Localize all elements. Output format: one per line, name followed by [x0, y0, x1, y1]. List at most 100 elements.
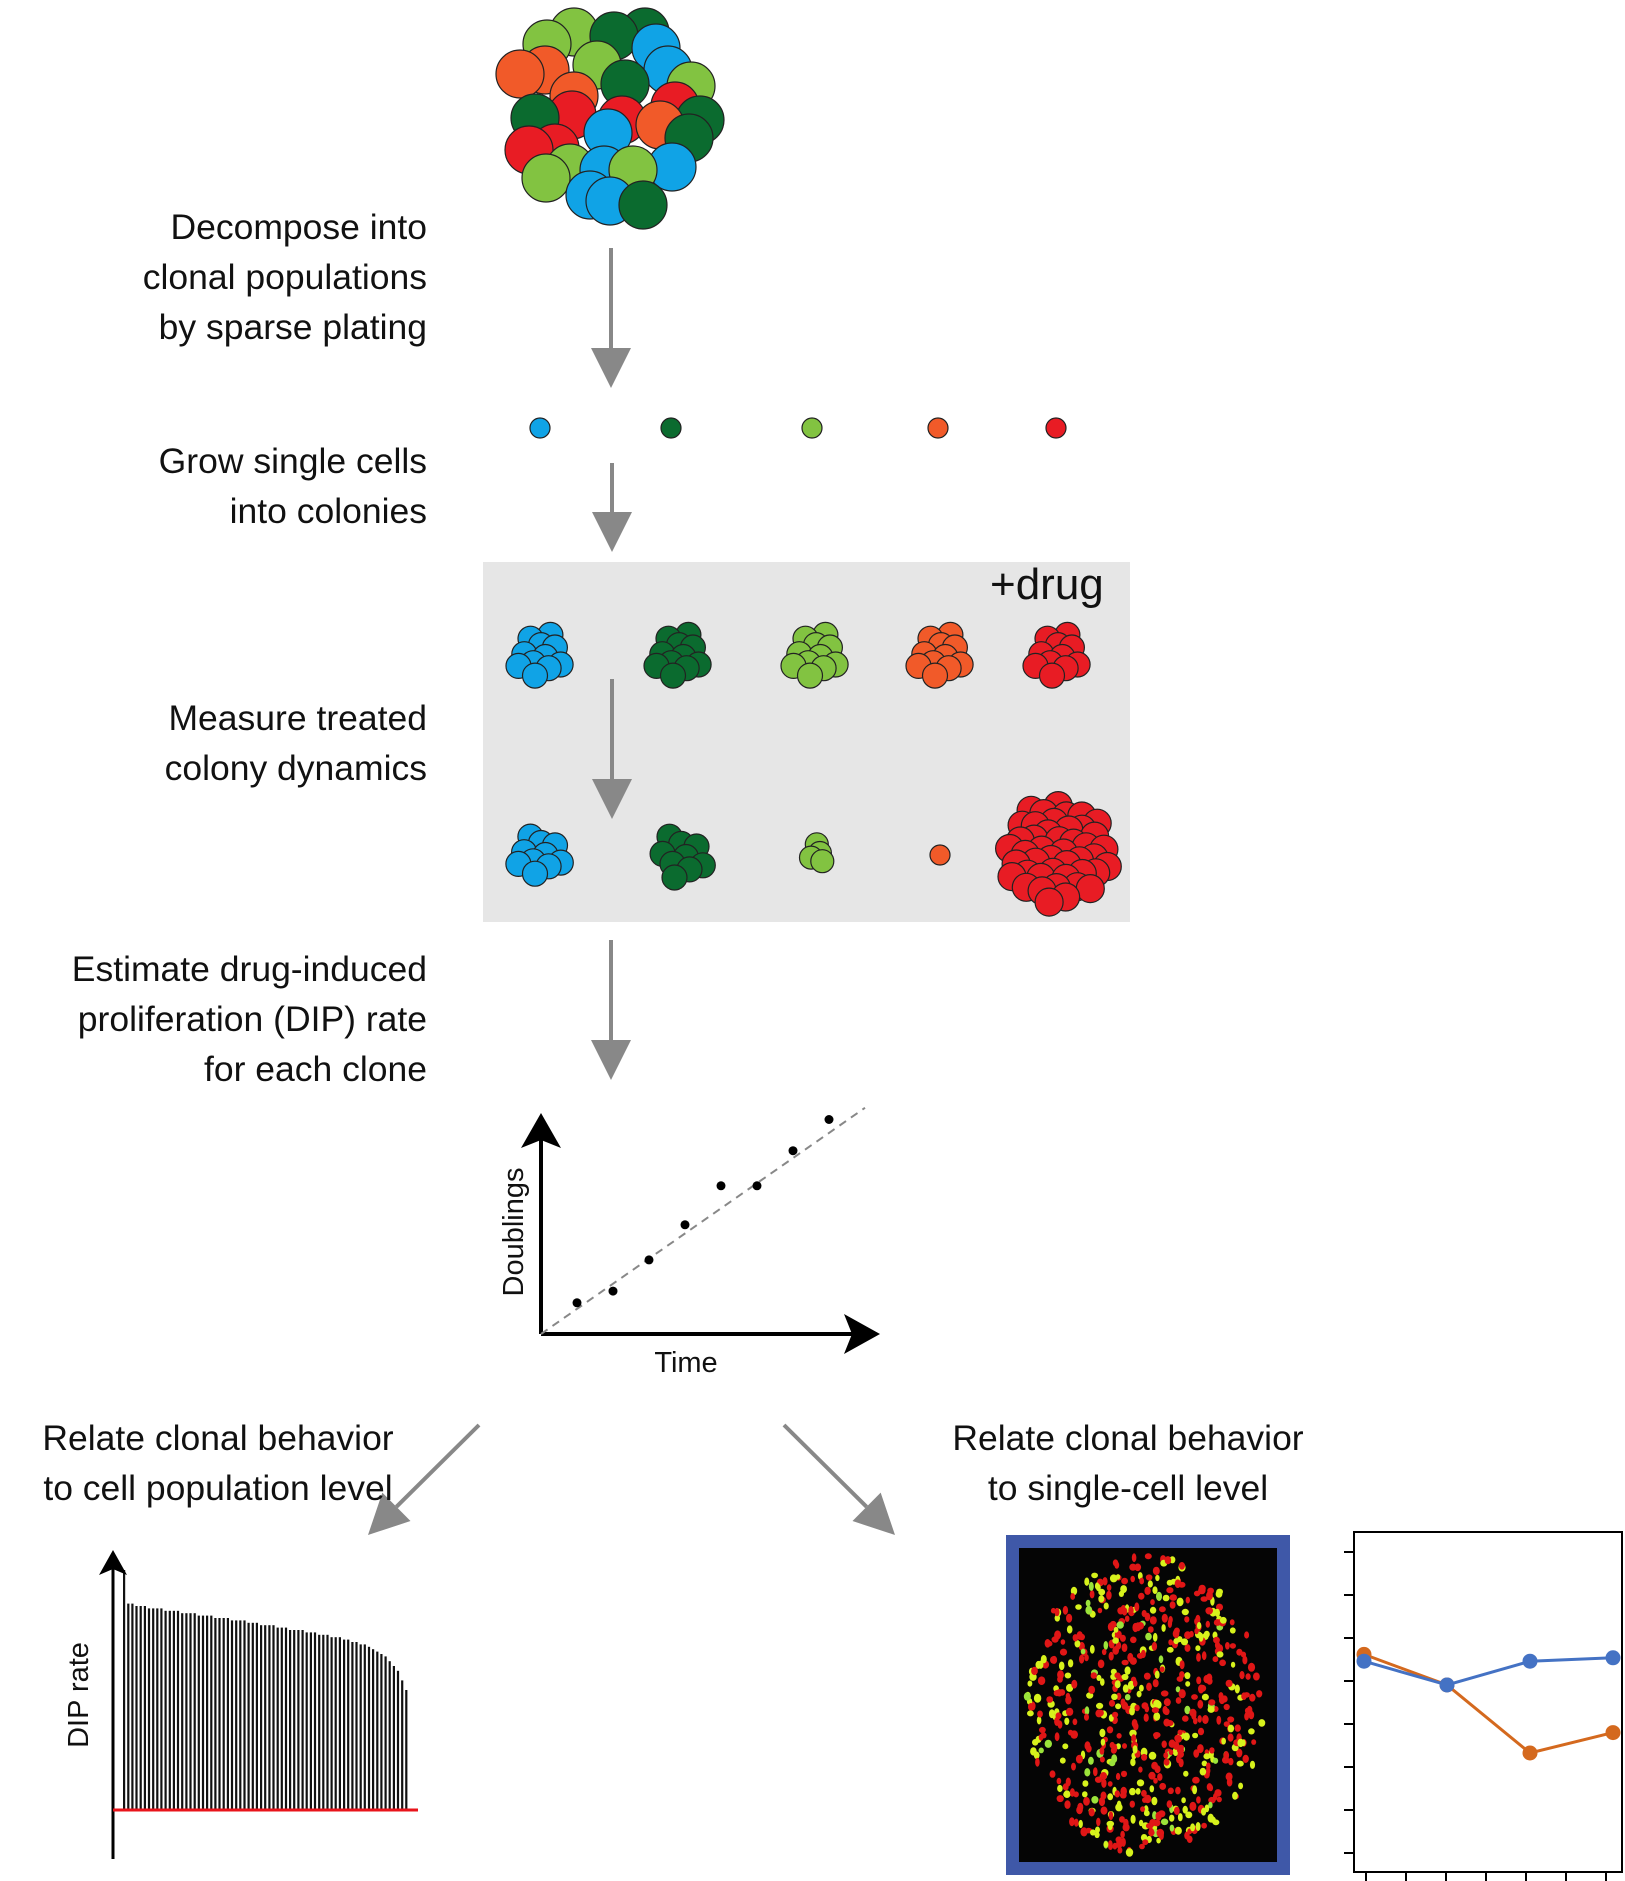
relate-single-cell-label: Relate clonal behavior to single-cell le…	[918, 1413, 1338, 1513]
dip-bar	[214, 1618, 217, 1810]
dip-bar	[152, 1608, 155, 1810]
fluorescent-cell	[1160, 1690, 1169, 1697]
fluorescent-cell	[1057, 1784, 1063, 1793]
fluorescent-cell	[1229, 1619, 1235, 1626]
fluorescent-cell	[1134, 1563, 1142, 1572]
fluorescent-cell	[1225, 1679, 1233, 1688]
fluorescent-cell	[1071, 1762, 1076, 1771]
dip-bar	[392, 1666, 395, 1810]
relate-single-cell-line-1: Relate clonal behavior	[952, 1418, 1304, 1458]
fluorescent-cell	[1161, 1613, 1168, 1623]
fluorescent-cell	[1214, 1789, 1222, 1797]
doublings-y-label: Doublings	[498, 1168, 530, 1297]
fluorescent-cell	[1103, 1602, 1109, 1610]
fluorescent-cell	[1093, 1767, 1098, 1777]
fluorescent-cell	[1030, 1747, 1037, 1756]
fluorescent-cell	[1145, 1574, 1153, 1581]
fluorescent-cell	[1191, 1694, 1198, 1700]
fluorescent-cell	[1245, 1673, 1251, 1680]
fluorescent-cell	[1133, 1722, 1139, 1731]
population-cell	[521, 153, 571, 203]
fluorescent-cell	[1074, 1640, 1081, 1648]
fluorescent-cell	[1115, 1772, 1121, 1781]
fluorescent-cell	[1198, 1684, 1207, 1692]
fluorescent-cell	[1116, 1733, 1122, 1739]
dip-bar	[251, 1622, 254, 1810]
fluorescent-cell	[1128, 1606, 1134, 1615]
fluorescent-cell	[1208, 1801, 1213, 1809]
fluorescent-cell	[1124, 1615, 1130, 1622]
fluorescent-cell	[1080, 1648, 1086, 1655]
fluorescent-cell	[1163, 1708, 1170, 1716]
fluorescent-cell	[1242, 1754, 1249, 1763]
fluorescent-cell	[1158, 1810, 1166, 1818]
dip-bar	[168, 1610, 171, 1810]
flow-arrow-head	[591, 1040, 631, 1080]
fluorescent-cell	[1153, 1712, 1161, 1721]
fluorescent-cell	[1065, 1707, 1074, 1716]
doubling-point	[644, 1255, 654, 1265]
fluorescent-cell	[1154, 1670, 1160, 1679]
fluorescent-cell	[1189, 1630, 1194, 1638]
fluorescent-cell	[1048, 1709, 1055, 1719]
dip-bar	[143, 1606, 146, 1810]
single-cell	[927, 417, 949, 439]
fluorescent-cell	[1229, 1643, 1236, 1649]
fluorescent-cell	[1108, 1760, 1116, 1767]
fluorescent-cell	[1108, 1811, 1114, 1821]
fluorescent-cell	[1116, 1621, 1124, 1629]
fluorescent-cell	[1174, 1579, 1181, 1588]
fluorescent-cell	[1179, 1671, 1185, 1679]
dip-bar	[326, 1634, 329, 1810]
dip-bar	[230, 1620, 234, 1810]
fluorescent-cell	[1168, 1749, 1174, 1756]
fluorescent-cell	[1109, 1574, 1118, 1583]
fluorescent-cell	[1131, 1734, 1137, 1743]
fluorescent-cell	[1066, 1625, 1073, 1634]
dip-bar	[309, 1632, 312, 1810]
fluorescent-cell	[1118, 1590, 1124, 1597]
fluorescent-cell	[1163, 1752, 1169, 1759]
fluorescent-cell	[1129, 1787, 1136, 1796]
fluorescent-cell	[1156, 1591, 1162, 1601]
fluorescent-cell	[1076, 1806, 1083, 1815]
fluorescent-cell	[1176, 1598, 1184, 1607]
fluorescent-cell	[1244, 1712, 1249, 1721]
fluorescent-cell	[1147, 1626, 1154, 1633]
fluorescent-cell	[1236, 1748, 1243, 1758]
fluorescent-cell	[1141, 1789, 1147, 1797]
dip-bar	[164, 1610, 167, 1810]
doubling-point	[680, 1220, 690, 1230]
fluorescent-cell	[1205, 1620, 1211, 1628]
dip-bar	[372, 1649, 375, 1810]
single-cell-line-chart	[1344, 1531, 1623, 1881]
fluorescent-cell	[1106, 1820, 1115, 1827]
fluorescent-cell	[1185, 1811, 1193, 1819]
fluorescent-cell	[1202, 1715, 1209, 1724]
fluorescent-cell	[1207, 1706, 1215, 1713]
fluorescent-cell	[1206, 1673, 1213, 1682]
fluorescent-cell	[1106, 1590, 1112, 1600]
fluorescent-cell	[1100, 1806, 1108, 1815]
dip-bar	[367, 1646, 371, 1810]
fluorescent-cell	[1192, 1785, 1198, 1795]
fluorescent-cell	[1054, 1614, 1061, 1622]
fluorescent-cell	[1145, 1632, 1152, 1641]
fluorescent-cell	[1167, 1787, 1174, 1795]
fluorescent-cell	[1100, 1678, 1105, 1686]
fluorescent-cell	[1121, 1643, 1128, 1652]
dip-bar	[284, 1627, 288, 1810]
fluorescent-cell	[1223, 1751, 1230, 1760]
fluorescent-cell	[1099, 1756, 1105, 1763]
fluorescent-cell	[1114, 1790, 1121, 1798]
doublings-vs-time-plot: Time Doublings	[498, 1106, 880, 1379]
fluorescent-cell	[1082, 1791, 1088, 1798]
colony-cell	[659, 662, 687, 689]
fluorescent-cell	[1152, 1586, 1158, 1594]
fluorescent-cell	[1091, 1572, 1098, 1579]
fluorescent-cell	[1115, 1641, 1122, 1650]
colony-cell	[929, 844, 951, 866]
dip-bar	[206, 1615, 209, 1810]
fluorescent-cell	[1227, 1724, 1235, 1733]
